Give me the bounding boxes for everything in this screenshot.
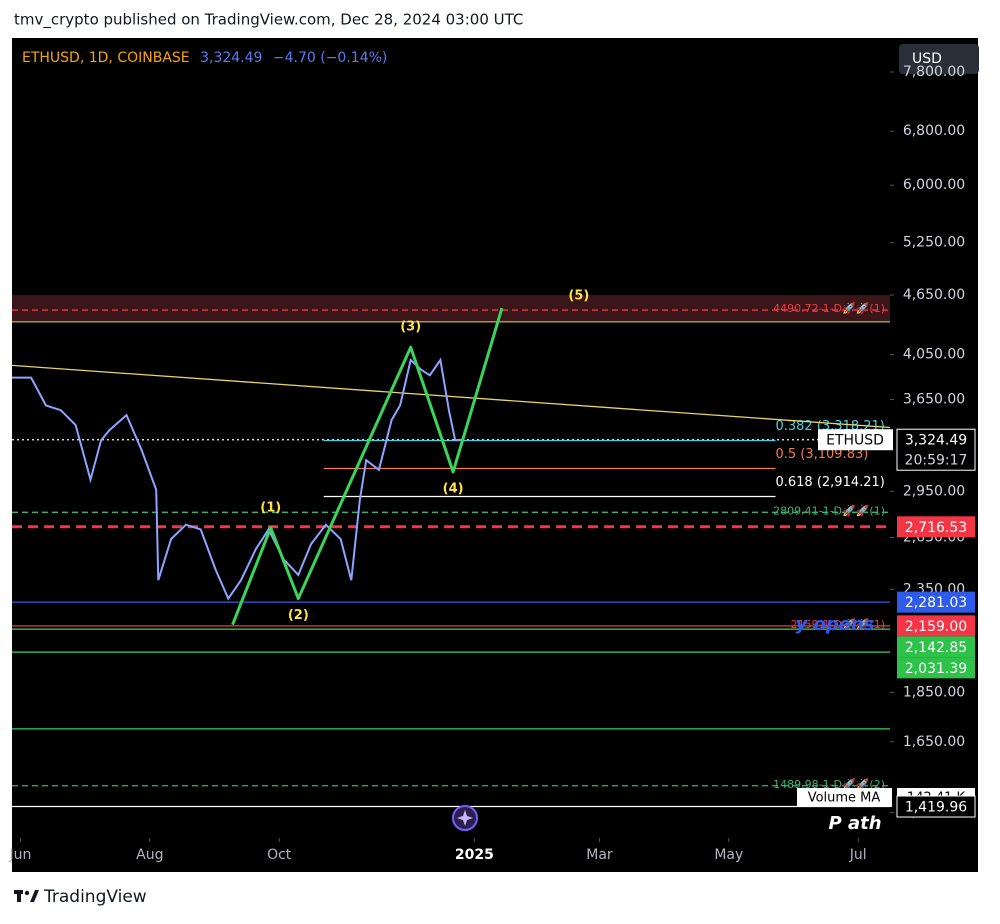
price-tag-time: 20:59:17	[905, 453, 968, 469]
indicator-name: Volume MA	[808, 791, 881, 806]
fib-label: 0.5 (3,109.83)	[775, 447, 868, 462]
price-tag	[896, 795, 976, 818]
last-price: 3,324.49	[200, 50, 262, 66]
price-tag	[897, 516, 975, 538]
annotation: y opens	[796, 614, 875, 635]
price-tag	[897, 636, 975, 658]
symbol-tag	[818, 429, 893, 451]
wave-label: (2)	[288, 608, 309, 623]
y-tick-label: 5,250.00	[903, 235, 965, 251]
logo-part	[30, 890, 39, 902]
price-tag	[897, 657, 975, 679]
x-tick-label: Jul	[849, 847, 867, 863]
publisher-line: tmv_crypto published on TradingView.com,…	[14, 11, 523, 30]
wave-label: (3)	[400, 320, 421, 335]
currency-button[interactable]	[899, 44, 979, 74]
level-label: 2809.41-1-D🚀🚀(1)	[773, 504, 885, 517]
wave-label: (4)	[443, 481, 464, 496]
trendline	[12, 364, 890, 429]
level-label: 4490.72-1-D🚀🚀(1)	[773, 302, 885, 315]
x-tick-label: 2025	[455, 847, 494, 863]
y-tick-label: 1,850.00	[903, 684, 965, 700]
price-tag-label: 3,324.49	[905, 433, 967, 449]
symbol-tag-label: ETHUSD	[826, 433, 884, 449]
y-tick-label: 7,800.00	[903, 64, 965, 80]
x-tick-label: Mar	[586, 847, 613, 863]
footer-brand: TradingView	[43, 887, 147, 907]
events-star	[457, 810, 473, 826]
y-tick-label: 3,650.00	[903, 391, 965, 407]
price-tag	[896, 428, 976, 471]
x-tick-label: Oct	[267, 847, 292, 863]
x-tick-label: Aug	[136, 847, 163, 863]
level-label: 2159-1-D🚀🚀(1)	[791, 618, 885, 631]
y-tick-label: 2,950.00	[903, 483, 965, 499]
y-tick-label: 6,800.00	[903, 123, 965, 139]
y-tick-label: 4,050.00	[903, 347, 965, 363]
symbol: ETHUSD, 1D, COINBASE	[22, 50, 190, 66]
y-tick-label: 4,650.00	[903, 287, 965, 303]
elliott-wave	[231, 307, 504, 626]
logo-part	[17, 890, 21, 902]
x-tick-label: May	[714, 847, 743, 863]
x-tick-label: Jun	[9, 847, 32, 863]
change: −4.70 (−0.14%)	[273, 50, 387, 66]
legend: ETHUSD, 1D, COINBASE 3,324.49 −4.70 (−0.…	[22, 50, 387, 66]
currency-label: USD	[912, 51, 942, 67]
level-label: 1489.98-1-D🚀🚀(2)	[773, 778, 885, 791]
y-tick-label: 6,000.00	[903, 177, 965, 193]
logo-part	[24, 890, 30, 896]
annotation: P ath	[828, 813, 881, 834]
price-line	[12, 357, 464, 601]
price-tag-label: 2,031.39	[905, 661, 967, 677]
fib-label: 0.618 (2,914.21)	[775, 475, 884, 490]
y-tick-label: 1,650.00	[903, 734, 965, 750]
wave-label: (1)	[260, 500, 281, 515]
wave-label: (5)	[568, 289, 589, 304]
price-tag	[897, 615, 975, 637]
price-tag-label: 1,419.96	[905, 800, 967, 816]
price-tag-label: 2,281.03	[905, 595, 967, 611]
footer-logo	[14, 890, 39, 902]
price-tag-label: 2,159.00	[905, 619, 967, 635]
price-tag-label: 2,142.85	[905, 640, 967, 656]
price-tag	[897, 591, 975, 613]
chart-background	[12, 38, 978, 872]
price-tag-label: 2,716.53	[905, 520, 967, 536]
indicator-name-box	[797, 788, 892, 807]
resistance-zone	[12, 295, 890, 322]
